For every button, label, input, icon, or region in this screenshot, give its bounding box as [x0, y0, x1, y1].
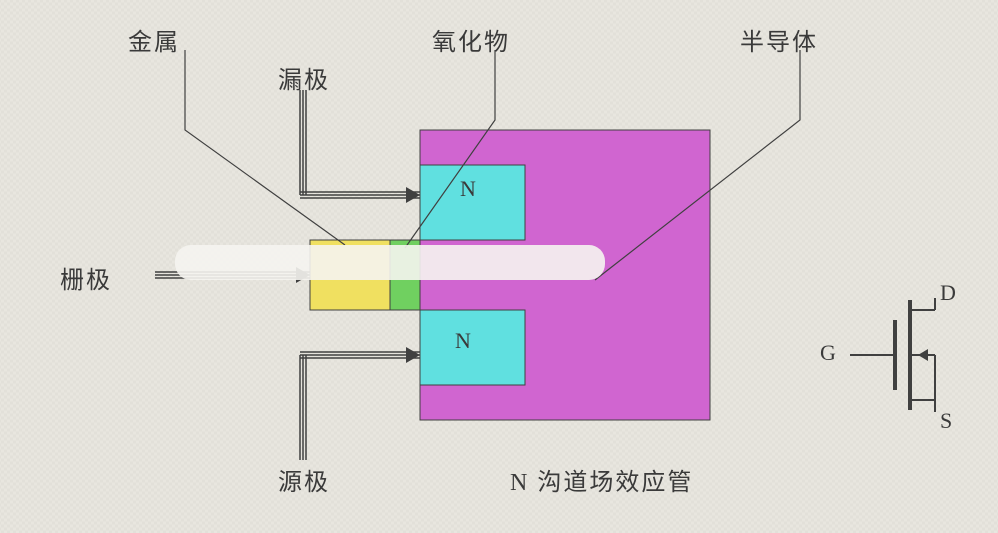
drain-label-stem: [300, 90, 306, 195]
label-oxide: 氧化物: [432, 22, 510, 57]
label-semiconductor: 半导体: [740, 22, 818, 57]
mosfet-symbol: [850, 298, 935, 412]
label-n-top: N: [460, 176, 478, 202]
label-gate: 栅极: [60, 260, 112, 295]
symbol-label-s: S: [940, 408, 954, 434]
caption: N 沟道场效应管: [510, 462, 693, 497]
symbol-label-g: G: [820, 340, 838, 366]
symbol-label-d: D: [940, 280, 958, 306]
source-lead: [300, 352, 420, 358]
drain-contact: [406, 187, 420, 203]
source-label-stem: [300, 355, 306, 460]
watermark-mask: [175, 245, 605, 280]
label-n-bottom: N: [455, 328, 473, 354]
drain-lead: [300, 192, 420, 198]
source-contact: [406, 347, 420, 363]
label-metal: 金属: [128, 22, 180, 57]
label-drain: 漏极: [278, 60, 330, 95]
label-source: 源极: [278, 462, 330, 497]
